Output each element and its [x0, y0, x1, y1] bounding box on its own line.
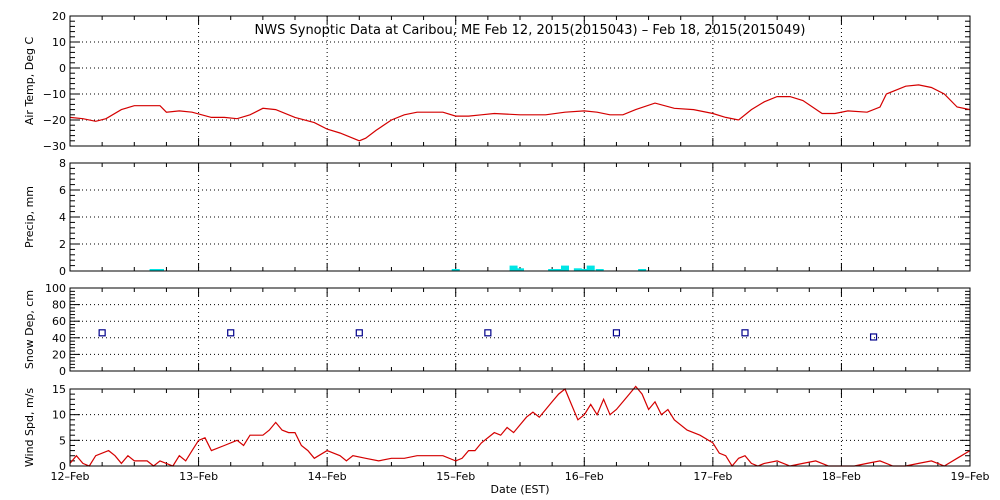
y-tick-label: −10 [43, 88, 66, 101]
precip-bar [573, 268, 582, 271]
y-axis-title-air-temp: Air Temp, Deg C [23, 37, 36, 126]
precip-bar [638, 269, 647, 271]
x-axis-title: Date (EST) [490, 483, 549, 496]
panel-frame [69, 15, 971, 147]
x-tick-label: 14–Feb [308, 470, 347, 483]
precip-bar [149, 269, 158, 271]
snow-depth-point [612, 329, 621, 337]
y-tick-label: 10 [52, 409, 66, 422]
y-tick-label: 100 [45, 282, 66, 295]
y-tick-label: 10 [52, 36, 66, 49]
y-tick-label: 4 [59, 211, 66, 224]
y-tick-label: 8 [59, 157, 66, 170]
panel-frame [69, 287, 971, 372]
snow-depth-point [355, 329, 363, 337]
snow-depth-point [227, 329, 235, 337]
precip-bar [451, 269, 460, 271]
panel-frame [69, 388, 971, 467]
y-axis-title-precip: Precip, mm [23, 186, 36, 248]
snow-depth-point [869, 333, 878, 341]
series-line-air-temp [69, 84, 971, 142]
y-tick-label: 15 [52, 383, 66, 396]
snow-depth-point [484, 329, 492, 337]
y-tick-label: 20 [52, 10, 66, 23]
y-tick-label: 60 [52, 315, 66, 328]
y-tick-label: 20 [52, 348, 66, 361]
precip-bar [156, 269, 164, 271]
panel-air-temp: 20 10 0 −10 −20 −30 Air Temp, Deg C [23, 10, 971, 153]
panel-frame [69, 162, 971, 272]
y-tick-label: 0 [59, 365, 66, 378]
precip-bar [548, 269, 557, 271]
y-tick-label: 80 [52, 299, 66, 312]
snow-depth-point [98, 329, 106, 337]
x-tick-label: 12–Feb [51, 470, 90, 483]
precip-bar [509, 265, 518, 271]
y-tick-label: 40 [52, 332, 66, 345]
x-tick-label: 13–Feb [179, 470, 218, 483]
series-line-wind-speed [69, 385, 971, 468]
y-tick-label: −30 [43, 140, 66, 153]
y-axis-title-wind-speed: Wind Spd, m/s [23, 388, 36, 468]
y-tick-label: 0 [59, 62, 66, 75]
panel-snow-depth: 100 80 60 40 20 0 Snow Dep, cm [23, 282, 971, 378]
precip-bar [595, 269, 604, 271]
precip-bar [554, 269, 563, 271]
chart-title: NWS Synoptic Data at Caribou, ME Feb 12,… [255, 23, 806, 38]
x-tick-label: 16–Feb [565, 470, 604, 483]
x-tick-label: 17–Feb [693, 470, 732, 483]
precip-bar [516, 268, 524, 271]
y-tick-label: 5 [59, 434, 66, 447]
y-tick-label: 0 [59, 265, 66, 278]
x-tick-label: 19–Feb [951, 470, 990, 483]
y-tick-label: 0 [59, 460, 66, 473]
y-tick-label: 6 [59, 184, 66, 197]
x-tick-label: 18–Feb [822, 470, 861, 483]
snow-depth-point [741, 329, 749, 337]
y-tick-label: 2 [59, 238, 66, 251]
x-tick-label: 15–Feb [436, 470, 475, 483]
precip-bar [561, 265, 569, 271]
precip-bar [580, 269, 589, 271]
y-axis-title-snow-depth: Snow Dep, cm [23, 290, 36, 369]
panel-wind-speed: 15 10 5 0 Wind Spd, m/s [23, 383, 971, 473]
precip-bar [586, 265, 595, 271]
y-tick-label: −20 [43, 114, 66, 127]
panel-precip: 8 6 4 2 0 Precip, mm [23, 157, 971, 278]
